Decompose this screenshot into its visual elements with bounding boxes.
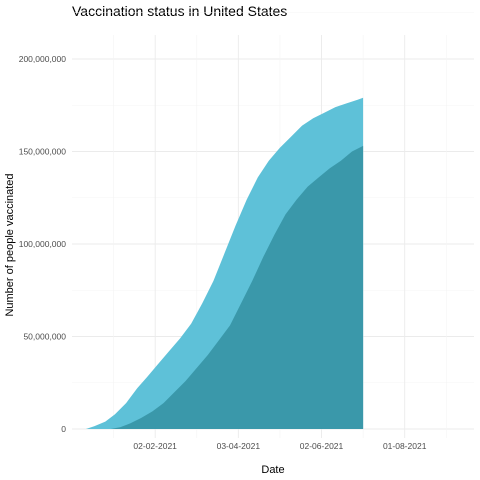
x-axis-ticks: 02-02-2021 03-04-2021 02-06-2021 01-08-2021 [133,441,426,451]
x-tick-label: 03-04-2021 [217,441,261,451]
area-fully-vaccinated [110,145,364,429]
plot-areas [85,97,364,430]
y-axis-title: Number of people vaccinated [4,173,16,316]
x-tick-label: 01-08-2021 [383,441,427,451]
y-tick-label: 50,000,000 [23,332,66,342]
y-tick-label: 200,000,000 [19,54,67,64]
x-tick-label: 02-02-2021 [133,441,177,451]
y-tick-label: 0 [61,424,66,434]
chart-title: Vaccination status in United States [72,3,287,19]
x-axis-title: Date [261,464,284,476]
y-axis-ticks: 0 50,000,000 100,000,000 150,000,000 200,000… [19,54,67,434]
x-tick-label: 02-06-2021 [300,441,344,451]
y-tick-label: 100,000,000 [19,239,67,249]
y-tick-label: 150,000,000 [19,147,67,157]
